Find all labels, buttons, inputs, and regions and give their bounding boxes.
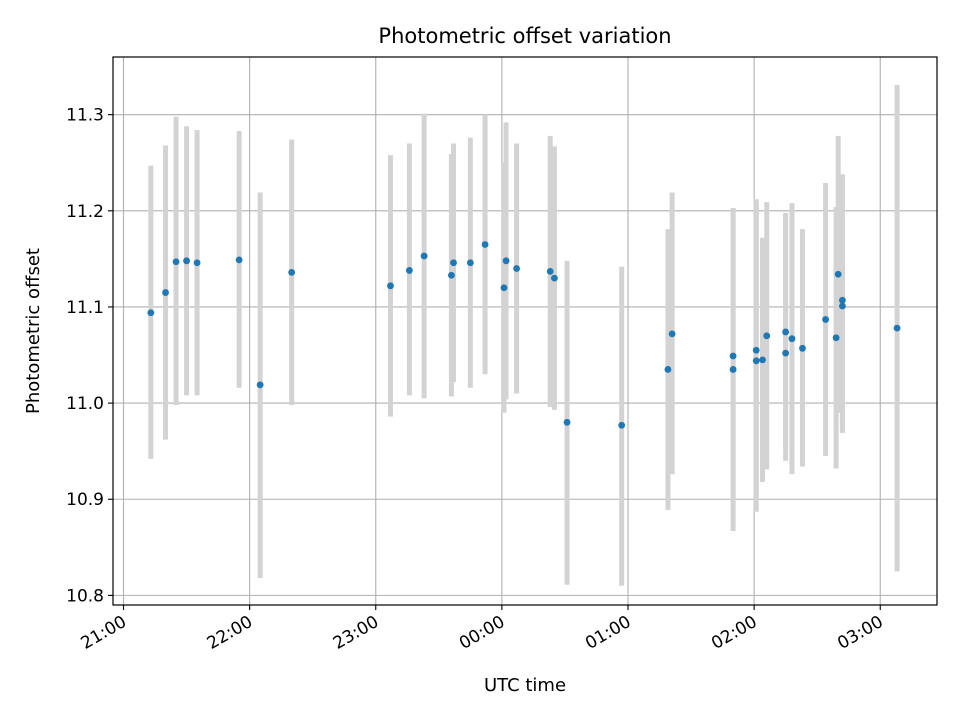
chart-title: Photometric offset variation [378, 24, 671, 48]
data-point [288, 268, 296, 276]
data-point [822, 316, 829, 323]
data-point [618, 421, 626, 429]
x-tick-label: 22:00 [204, 612, 256, 654]
y-tick-label: 11.0 [66, 394, 104, 414]
data-points [147, 241, 901, 429]
data-point [759, 356, 766, 364]
data-point [763, 332, 771, 340]
x-tick-label: 03:00 [834, 612, 886, 654]
data-point [834, 270, 842, 278]
data-point [729, 366, 737, 373]
x-tick-label: 02:00 [708, 612, 760, 654]
data-point [500, 284, 508, 292]
data-point [546, 267, 554, 275]
data-point [563, 418, 571, 426]
data-point [832, 334, 840, 342]
data-point [839, 296, 846, 304]
data-point [162, 289, 169, 296]
y-tick-label: 10.9 [66, 490, 104, 510]
data-point [450, 259, 457, 267]
data-point [839, 302, 846, 310]
data-point [481, 241, 489, 248]
data-point [551, 274, 558, 282]
y-axis-label: Photometric offset [23, 248, 44, 414]
y-tick-label: 11.2 [66, 202, 104, 222]
data-point [729, 352, 737, 360]
data-point [799, 344, 806, 352]
data-point [172, 258, 180, 266]
data-point [782, 328, 790, 336]
y-tick-label: 10.8 [66, 586, 104, 606]
y-tick-label: 11.3 [66, 106, 104, 126]
data-point [513, 265, 520, 272]
data-point [235, 256, 243, 264]
data-point [788, 335, 796, 343]
error-bars [148, 84, 900, 586]
data-point [893, 324, 901, 332]
data-point [147, 309, 155, 317]
data-point [256, 381, 264, 389]
plot-frame [112, 56, 938, 606]
data-point [183, 257, 190, 265]
y-tick-label: 11.1 [66, 298, 104, 318]
data-point [193, 259, 201, 267]
x-tick-label: 23:00 [330, 612, 382, 654]
grid [113, 57, 937, 605]
data-point [448, 271, 455, 279]
data-point [405, 267, 413, 274]
data-point [502, 257, 510, 265]
data-point [668, 330, 676, 338]
data-point [782, 349, 790, 357]
y-axis: 10.8 10.9 11.0 11.1 11.2 11.3 [66, 106, 113, 606]
data-point [752, 357, 760, 365]
x-axis: 21:00 22:00 23:00 00:00 01:00 02:00 03:00 [78, 605, 887, 654]
x-axis-label: UTC time [484, 675, 566, 696]
x-tick-label: 01:00 [582, 612, 634, 654]
data-point [466, 259, 474, 267]
data-point [664, 366, 672, 373]
data-point [752, 346, 760, 354]
x-tick-label: 21:00 [78, 612, 130, 654]
x-tick-label: 00:00 [456, 612, 508, 654]
data-point [420, 252, 428, 260]
data-point [387, 282, 394, 290]
